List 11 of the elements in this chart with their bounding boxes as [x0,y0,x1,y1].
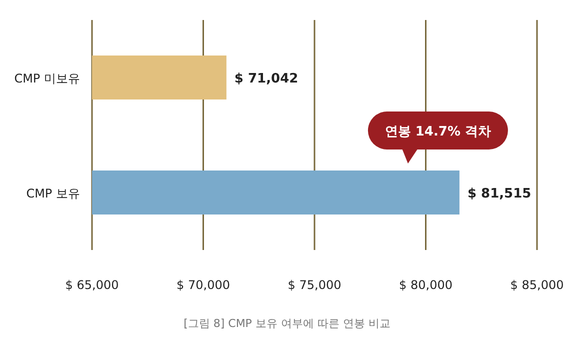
x-tick-label: $ 65,000 [65,278,119,292]
x-tick-label: $ 70,000 [176,278,230,292]
text: [그림 8] CMP 보유 여부에 따른 연봉 비교 [184,317,390,330]
data-label: $ 71,042 [234,72,298,86]
x-tick-label: $ 80,000 [399,278,452,292]
data-label: $ 81,515 [467,186,532,202]
y-tick-label: CMP 미보유 [14,72,80,86]
annotation: 연봉 14.7% 격차 [384,124,492,140]
x-tick-label: $ 85,000 [510,278,564,292]
x-tick-label: $ 75,000 [288,278,342,292]
y-tick-label: CMP 보유 [26,186,80,200]
